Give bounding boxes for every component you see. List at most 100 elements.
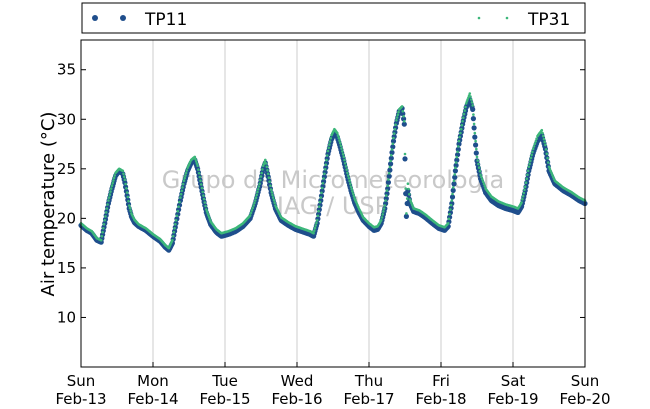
- legend-label-tp11: TP11: [144, 10, 187, 30]
- data-point-tp31: [462, 116, 465, 119]
- data-point-tp31: [449, 208, 452, 211]
- data-point-tp31: [381, 213, 385, 216]
- data-point-tp31: [320, 186, 324, 190]
- data-point-tp31: [382, 210, 385, 213]
- data-point-tp31: [459, 127, 463, 131]
- data-point-tp31: [392, 136, 395, 140]
- data-point-tp31: [254, 196, 258, 199]
- data-point-tp31: [451, 186, 455, 189]
- data-point-tp31: [313, 226, 317, 230]
- data-point-tp31: [179, 196, 182, 199]
- data-point-tp31: [258, 182, 261, 185]
- data-point-tp31: [104, 215, 107, 218]
- data-point-tp31: [389, 159, 392, 163]
- data-point-tp31: [390, 148, 394, 151]
- data-point-tp31: [316, 214, 320, 218]
- data-point-tp31: [102, 223, 106, 226]
- x-tick-label-date: Feb-18: [415, 390, 466, 408]
- data-point-tp31: [397, 110, 400, 114]
- data-point-tp31: [256, 190, 259, 194]
- data-point-tp31: [526, 169, 530, 173]
- data-point-tp31: [253, 199, 257, 202]
- data-point-tp31: [179, 192, 183, 196]
- data-point-tp11: [403, 213, 409, 219]
- data-point-tp31: [550, 171, 553, 175]
- data-point-tp31: [319, 196, 323, 199]
- data-point-tp31: [527, 165, 531, 169]
- data-point-tp31: [180, 189, 184, 193]
- data-point-tp31: [105, 207, 109, 210]
- x-tick-label-day: Sun: [67, 372, 96, 390]
- data-point-tp31: [391, 142, 395, 146]
- data-point-tp31: [183, 176, 186, 180]
- x-tick-label-date: Feb-14: [127, 390, 178, 408]
- data-point-tp31: [99, 238, 103, 242]
- data-point-tp31: [324, 163, 328, 166]
- data-point-tp31: [403, 152, 407, 156]
- data-point-tp31: [382, 207, 386, 210]
- data-point-tp11: [386, 173, 392, 179]
- data-point-tp31: [313, 229, 316, 232]
- data-point-tp31: [402, 115, 405, 118]
- data-point-tp31: [542, 137, 546, 141]
- data-point-tp31: [106, 203, 109, 206]
- data-point-tp31: [393, 127, 397, 131]
- data-point-tp31: [328, 143, 331, 146]
- data-point-tp31: [385, 194, 388, 197]
- data-point-tp31: [528, 162, 531, 166]
- data-point-tp31: [182, 179, 186, 182]
- data-point-tp31: [454, 161, 458, 164]
- data-point-tp31: [467, 96, 470, 99]
- data-point-tp31: [339, 144, 343, 148]
- data-point-tp11: [387, 167, 393, 173]
- data-point-tp31: [109, 190, 112, 193]
- data-point-tp31: [336, 134, 340, 137]
- data-point-tp31: [112, 176, 116, 180]
- data-point-tp31: [128, 206, 132, 210]
- series-tp31: [79, 92, 587, 250]
- data-point-tp31: [312, 231, 315, 235]
- data-point-tp31: [342, 155, 346, 159]
- data-point-tp31: [337, 136, 341, 140]
- data-point-tp31: [207, 214, 210, 217]
- data-point-tp31: [474, 139, 477, 143]
- data-point-tp31: [535, 137, 538, 140]
- data-point-tp31: [205, 210, 209, 213]
- data-point-tp31: [250, 209, 254, 212]
- data-point-tp31: [184, 174, 187, 177]
- x-tick-label-day: Thu: [354, 372, 383, 390]
- data-point-tp31: [173, 227, 176, 230]
- data-point-tp31: [181, 186, 184, 189]
- data-point-tp31: [193, 155, 197, 159]
- data-point-tp31: [541, 131, 544, 135]
- data-point-tp31: [470, 101, 474, 104]
- data-point-tp31: [251, 206, 254, 210]
- data-point-tp31: [404, 187, 408, 190]
- data-point-tp31: [540, 128, 544, 132]
- data-point-tp31: [111, 181, 114, 185]
- y-tick-label: 35: [57, 61, 76, 79]
- data-point-tp31: [185, 169, 189, 172]
- data-point-tp31: [125, 187, 128, 190]
- data-point-tp31: [534, 140, 538, 143]
- data-point-tp31: [252, 204, 255, 207]
- data-point-tp31: [200, 186, 204, 190]
- data-point-tp31: [349, 182, 352, 186]
- data-point-tp31: [456, 150, 459, 154]
- data-point-tp11: [473, 150, 479, 156]
- data-point-tp11: [452, 174, 458, 180]
- data-point-tp31: [204, 204, 207, 208]
- data-point-tp31: [273, 201, 277, 205]
- data-point-tp31: [523, 188, 526, 192]
- x-axis-ticks: SunFeb-13MonFeb-14TueFeb-15WedFeb-16ThuF…: [55, 362, 611, 408]
- data-point-tp31: [396, 113, 400, 117]
- plot-area: Grupo de Micrometeorologia IAG / USP 101…: [55, 39, 611, 408]
- data-point-tp31: [348, 179, 351, 183]
- x-tick-label-day: Sun: [571, 372, 600, 390]
- data-point-tp31: [482, 182, 486, 186]
- data-point-tp31: [479, 173, 482, 177]
- legend-label-tp31: TP31: [527, 10, 570, 30]
- data-point-tp31: [323, 172, 326, 176]
- data-point-tp31: [194, 157, 197, 161]
- data-point-tp31: [264, 162, 268, 165]
